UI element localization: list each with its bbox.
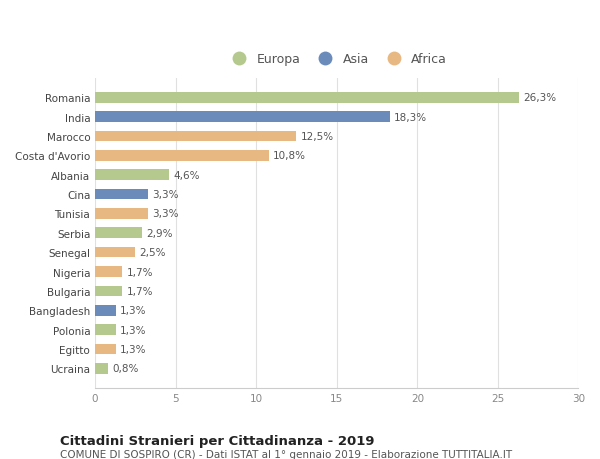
Text: 12,5%: 12,5% — [301, 132, 334, 142]
Text: 2,5%: 2,5% — [139, 247, 166, 257]
Bar — [95, 267, 122, 277]
Bar — [95, 189, 148, 200]
Text: Cittadini Stranieri per Cittadinanza - 2019: Cittadini Stranieri per Cittadinanza - 2… — [60, 434, 374, 447]
Text: 1,7%: 1,7% — [127, 286, 153, 296]
Bar — [95, 209, 148, 219]
Bar — [95, 325, 116, 335]
Bar — [95, 363, 108, 374]
Text: 26,3%: 26,3% — [523, 93, 556, 103]
Text: 2,9%: 2,9% — [146, 228, 172, 238]
Bar — [95, 344, 116, 354]
Text: 3,3%: 3,3% — [152, 190, 179, 200]
Text: 4,6%: 4,6% — [173, 170, 200, 180]
Legend: Europa, Asia, Africa: Europa, Asia, Africa — [221, 48, 452, 71]
Bar — [95, 151, 269, 161]
Text: 18,3%: 18,3% — [394, 112, 427, 123]
Bar — [95, 93, 519, 103]
Text: 3,3%: 3,3% — [152, 209, 179, 219]
Bar — [95, 112, 390, 123]
Text: 10,8%: 10,8% — [273, 151, 306, 161]
Bar — [95, 286, 122, 297]
Bar — [95, 170, 169, 181]
Bar — [95, 247, 136, 258]
Text: 1,3%: 1,3% — [120, 306, 146, 315]
Text: 0,8%: 0,8% — [112, 364, 139, 374]
Bar — [95, 131, 296, 142]
Bar — [95, 305, 116, 316]
Bar — [95, 228, 142, 239]
Text: COMUNE DI SOSPIRO (CR) - Dati ISTAT al 1° gennaio 2019 - Elaborazione TUTTITALIA: COMUNE DI SOSPIRO (CR) - Dati ISTAT al 1… — [60, 449, 512, 459]
Text: 1,3%: 1,3% — [120, 344, 146, 354]
Text: 1,7%: 1,7% — [127, 267, 153, 277]
Text: 1,3%: 1,3% — [120, 325, 146, 335]
